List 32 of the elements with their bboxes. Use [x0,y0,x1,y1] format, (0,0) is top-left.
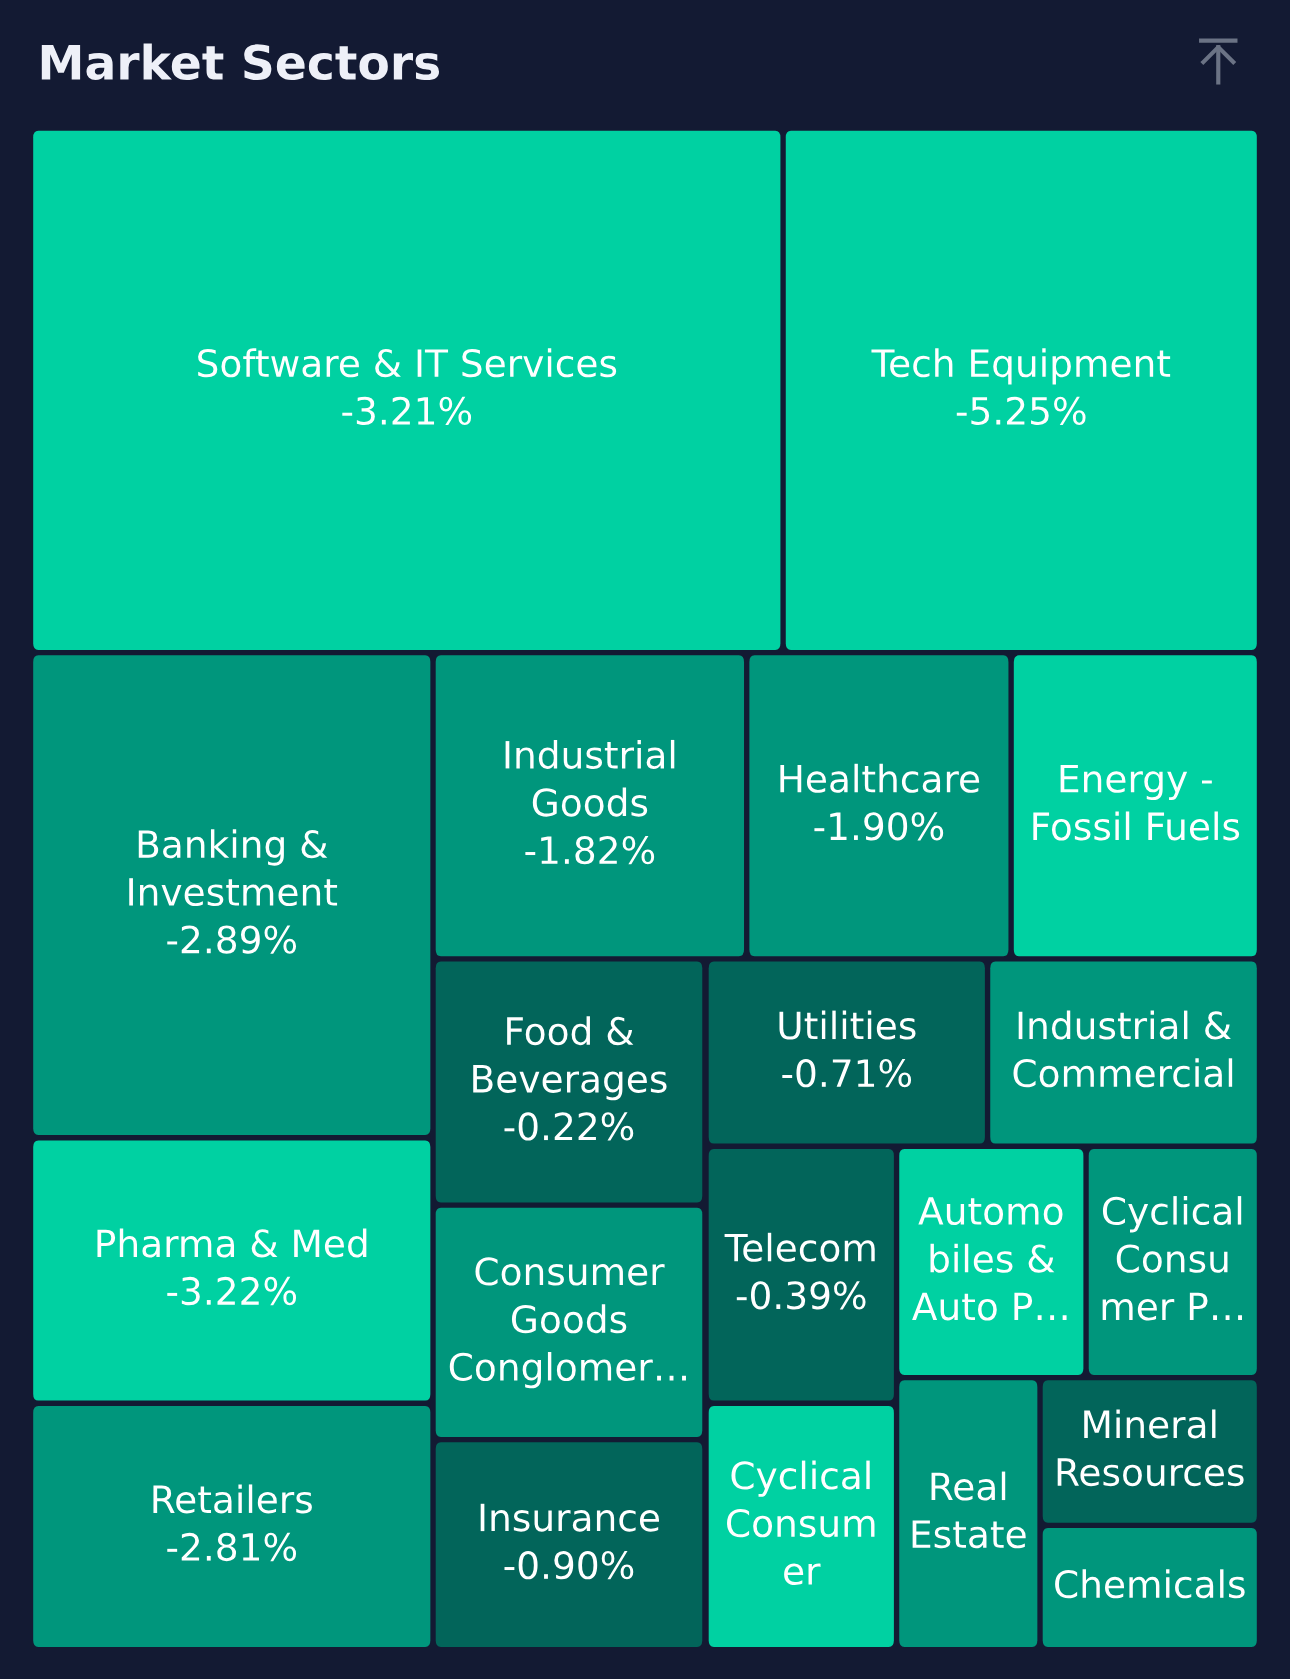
category-label: Consumer Goods Conglomer… [449,1257,686,1389]
data-label: -2.81% [167,1532,297,1562]
category-label: Retailers [153,1484,312,1514]
data-label: -0.39% [736,1281,866,1310]
category-label: Software & IT Services [198,348,617,378]
data-label: -0.90% [504,1550,634,1580]
category-label: Energy - Fossil Fuels [1033,764,1240,841]
category-label: Tech Equipment [871,348,1171,385]
data-label: -3.21% [342,396,472,426]
category-label: Industrial & Commercial [1013,1010,1233,1088]
data-label: -5.25% [956,396,1086,426]
category-label: Healthcare [780,763,980,793]
category-label: Chemicals [1055,1569,1245,1599]
category-label: Pharma & Med [97,1228,367,1258]
category-label: Telecom [724,1232,875,1262]
category-label: Cyclical Consu mer P… [1102,1196,1242,1321]
data-label: -2.89% [167,925,297,954]
category-label: Food & Beverages [473,1016,667,1101]
text: Market Sectors [41,43,440,81]
category-label: Insurance [480,1503,659,1532]
data-label: -1.82% [525,835,655,865]
data-label: -0.71% [782,1058,912,1088]
category-label: Utilities [779,1010,916,1040]
data-label: -1.90% [814,812,944,841]
category-label: Cyclical Consum er [727,1460,875,1585]
category-label: Industrial Goods [505,739,675,817]
data-label: -0.22% [504,1112,634,1141]
category-label: Automo biles & Auto P… [912,1197,1067,1321]
data-label: -3.22% [167,1276,297,1306]
category-label: Real Estate [912,1471,1026,1549]
category-label: Banking & Investment [129,829,338,907]
category-label: Mineral Resources [1057,1409,1244,1487]
